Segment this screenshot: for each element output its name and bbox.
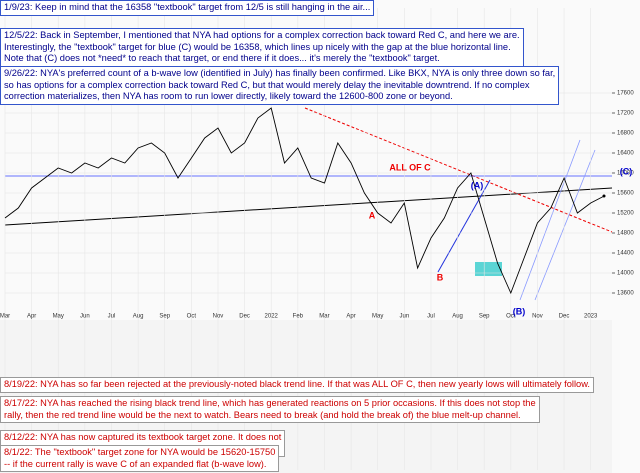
x-tick-label: Aug — [452, 314, 463, 320]
note-box: 8/17/22: NYA has reached the rising blac… — [0, 396, 540, 423]
x-tick-label: Mar — [0, 314, 10, 320]
y-tick-label: 17600 — [617, 91, 634, 97]
red-trend-line — [304, 107, 613, 233]
black-trend-line — [4, 187, 613, 226]
note-box: 12/5/22: Back in September, I mentioned … — [0, 28, 524, 67]
note-line: 8/1/22: The "textbook" target zone for N… — [4, 447, 276, 457]
x-tick-label: Dec — [559, 314, 570, 320]
y-tick-label: 15600 — [617, 191, 634, 197]
x-tick-label: May — [372, 314, 383, 320]
note-line: correction materializes, then NYA has ro… — [4, 91, 453, 101]
x-tick-label: Jun — [399, 314, 409, 320]
x-tick-label: Sep — [479, 314, 490, 320]
note-line: 8/17/22: NYA has reached the rising blac… — [4, 398, 536, 408]
target-zone — [475, 262, 502, 276]
wave-label: A — [369, 210, 376, 220]
y-tick-label: 13600 — [617, 291, 634, 297]
x-tick-label: Sep — [159, 314, 170, 320]
note-line: so has options for a complex correction … — [4, 79, 530, 90]
x-tick-label: 2022 — [265, 314, 279, 320]
note-line: Interestingly, the "textbook" target for… — [4, 41, 511, 52]
price-line — [4, 107, 605, 295]
wave-label: (A) — [471, 180, 484, 190]
note-line: 1/9/23: Keep in mind that the 16358 "tex… — [4, 2, 371, 12]
wave-label: (B) — [513, 306, 526, 316]
x-tick-label: May — [53, 314, 64, 320]
x-tick-label: Jul — [108, 314, 116, 320]
blue-channel — [534, 149, 596, 301]
x-tick-label: Oct — [187, 314, 197, 320]
y-tick-label: 14400 — [617, 251, 634, 257]
note-line: rally, then the red trend line would be … — [4, 409, 521, 420]
wave-label: B — [437, 272, 444, 282]
y-tick-label: 17200 — [617, 111, 634, 117]
wave-label: (C) — [620, 166, 633, 176]
x-tick-label: Dec — [239, 314, 250, 320]
blue-channel — [437, 179, 491, 273]
y-tick-label: 16400 — [617, 151, 634, 157]
x-tick-label: Mar — [319, 314, 329, 320]
note-line: 12/5/22: Back in September, I mentioned … — [4, 30, 520, 40]
y-tick-label: 14800 — [617, 231, 634, 237]
x-tick-label: Jul — [427, 314, 435, 320]
note-box: 1/9/23: Keep in mind that the 16358 "tex… — [0, 0, 375, 16]
x-tick-label: Feb — [293, 314, 304, 320]
x-tick-label: Apr — [346, 314, 355, 320]
blue-channel — [519, 139, 581, 301]
x-tick-label: Nov — [532, 314, 543, 320]
x-tick-label: Nov — [213, 314, 224, 320]
note-line: -- if the current rally is wave C of an … — [4, 458, 267, 469]
x-tick-label: Aug — [133, 314, 144, 320]
last-price — [602, 194, 606, 198]
y-tick-label: 15200 — [617, 211, 634, 217]
note-line: 9/26/22: NYA's preferred count of a b-wa… — [4, 68, 556, 78]
note-line: Note that (C) does not *need* to reach t… — [4, 53, 440, 63]
note-box: 8/1/22: The "textbook" target zone for N… — [0, 445, 280, 472]
note-line: 8/19/22: NYA has so far been rejected at… — [4, 379, 591, 389]
x-tick-label: Oct — [506, 314, 516, 320]
x-tick-label: Apr — [27, 314, 36, 320]
y-tick-label: 16800 — [617, 131, 634, 137]
y-tick-label: 16000 — [617, 171, 634, 177]
note-box: 9/26/22: NYA's preferred count of a b-wa… — [0, 66, 560, 105]
y-tick-label: 14000 — [617, 271, 634, 277]
note-box: 8/19/22: NYA has so far been rejected at… — [0, 377, 595, 393]
note-line: 8/12/22: NYA has now captured its textbo… — [4, 432, 282, 442]
x-tick-label: 2023 — [584, 314, 598, 320]
x-tick-label: Jun — [80, 314, 90, 320]
wave-label: ALL OF C — [389, 162, 431, 172]
